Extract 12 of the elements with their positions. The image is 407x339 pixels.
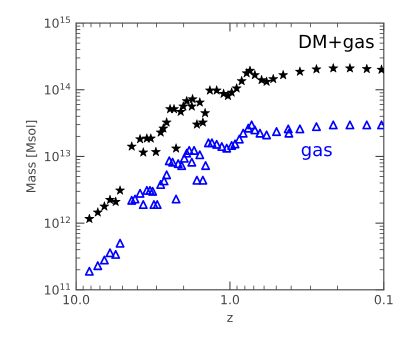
y-tick-label: 10$^{15}$ [44, 16, 70, 28]
x-tick-label: 10.0 [64, 294, 90, 304]
x-tick-label: 0.1 [374, 294, 393, 304]
x-axis-title: z [227, 315, 233, 322]
y-tick-label: 10$^{11}$ [44, 283, 70, 295]
series-label: gas [302, 146, 332, 160]
y-axis-title: Mass [Msol] [26, 120, 38, 192]
x-tick-label: 1.0 [221, 294, 240, 304]
series-label: DM+gas [300, 34, 374, 52]
y-tick-label: 10$^{14}$ [44, 83, 70, 95]
y-tick-label: 10$^{12}$ [44, 216, 70, 228]
y-tick-label: 10$^{13}$ [44, 150, 70, 162]
